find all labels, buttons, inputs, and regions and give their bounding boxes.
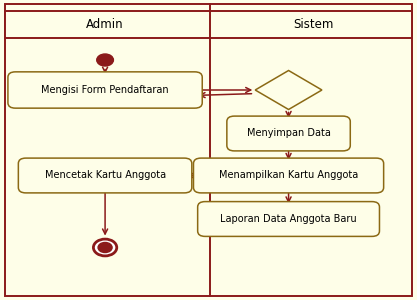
Text: Laporan Data Anggota Baru: Laporan Data Anggota Baru: [220, 214, 357, 224]
Circle shape: [98, 242, 112, 253]
FancyBboxPatch shape: [193, 158, 384, 193]
Text: Sistem: Sistem: [294, 17, 334, 31]
Text: Admin: Admin: [86, 17, 124, 31]
Text: Mengisi Form Pendaftaran: Mengisi Form Pendaftaran: [41, 85, 169, 95]
Text: Menampilkan Kartu Anggota: Menampilkan Kartu Anggota: [219, 170, 358, 181]
FancyBboxPatch shape: [227, 116, 350, 151]
FancyBboxPatch shape: [8, 72, 202, 108]
FancyBboxPatch shape: [18, 158, 192, 193]
FancyBboxPatch shape: [5, 11, 412, 38]
FancyBboxPatch shape: [5, 4, 412, 296]
Circle shape: [97, 54, 113, 66]
Text: Mencetak Kartu Anggota: Mencetak Kartu Anggota: [45, 170, 166, 181]
Text: Menyimpan Data: Menyimpan Data: [246, 128, 331, 139]
Circle shape: [93, 239, 117, 256]
Polygon shape: [255, 70, 322, 110]
FancyBboxPatch shape: [198, 202, 379, 236]
